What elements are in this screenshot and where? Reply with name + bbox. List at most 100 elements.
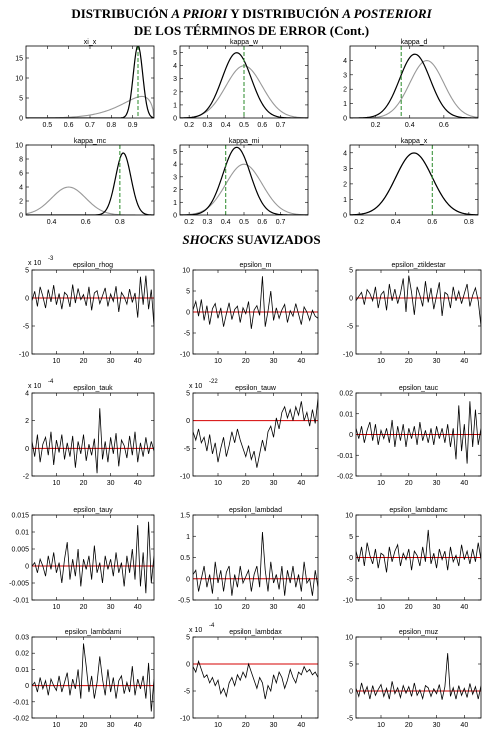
prior-density-line — [180, 163, 308, 215]
title-italic-text: A PRIORI — [171, 6, 228, 21]
x-tick-label: 40 — [134, 604, 142, 611]
x-tick-label: 30 — [433, 480, 441, 487]
x-tick-label: 20 — [405, 480, 413, 487]
chart-title: epsilon_lambdamc — [389, 507, 448, 514]
x-tick-label: 0.4 — [221, 122, 231, 129]
x-tick-label: 40 — [134, 722, 142, 729]
y-tick-label: 0 — [343, 116, 347, 123]
y-tick-label: 10 — [15, 143, 23, 150]
y-tick-label: 10 — [345, 635, 353, 642]
x-tick-label: 0.6 — [81, 219, 91, 226]
y-tick-label: 8 — [19, 157, 23, 164]
x-tick-label: 40 — [460, 722, 468, 729]
chart-panel: epsilon_lambdax x 10 -4 -10 -5 0 5 10 20 30 40 — [180, 623, 319, 729]
y-tick-label: 0.005 — [11, 547, 29, 554]
posterior-density-line — [26, 46, 154, 118]
prior-density-line — [350, 152, 478, 215]
x-tick-label: 30 — [270, 604, 278, 611]
y-tick-label: 2 — [173, 89, 177, 96]
x-tick-label: 30 — [433, 358, 441, 365]
x-tick-label: 0.2 — [371, 122, 381, 129]
y-tick-label: -0.5 — [178, 598, 190, 605]
x-tick-label: 0.4 — [405, 122, 415, 129]
x-tick-label: 0.2 — [184, 219, 194, 226]
y-tick-label: 15 — [15, 56, 23, 63]
y-tick-label: 0 — [173, 116, 177, 123]
chart-title: kappa_x — [401, 138, 428, 145]
chart-plot-area — [26, 145, 154, 215]
x-tick-label: 20 — [242, 480, 250, 487]
chart-scale-exponent: -4 — [209, 623, 215, 629]
subtitle-text: DE LOS TÉRMINOS DE ERROR (Cont.) — [133, 23, 370, 38]
y-tick-label: 3 — [173, 76, 177, 83]
y-tick-label: 5 — [186, 635, 190, 642]
chart-panel: kappa_w 0 1 2 3 4 5 0.2 0.3 0.4 0.5 0.6 0.7 — [173, 39, 309, 129]
shock-series-line — [356, 653, 481, 701]
chart-frame — [355, 514, 482, 601]
y-tick-label: 2 — [173, 187, 177, 194]
x-tick-label: 0.7 — [276, 122, 286, 129]
chart-panel: kappa_mc 0 2 4 6 8 10 0.4 0.6 0.8 — [15, 138, 155, 226]
x-tick-label: 10 — [53, 358, 61, 365]
x-tick-label: 0.2 — [184, 122, 194, 129]
x-tick-label: 0.4 — [221, 219, 231, 226]
x-tick-label: 0.8 — [106, 122, 116, 129]
y-tick-label: -2 — [23, 474, 29, 481]
x-tick-label: 0.6 — [257, 122, 267, 129]
shock-series-line — [356, 275, 481, 327]
x-tick-label: 0.7 — [276, 219, 286, 226]
chart-panel: kappa_x 0 1 2 3 4 0.2 0.4 0.6 0.8 — [343, 138, 479, 226]
y-tick-label: 4 — [173, 63, 177, 70]
y-tick-label: 5 — [19, 96, 23, 103]
shock-series-line — [32, 521, 154, 594]
y-tick-label: 4 — [173, 162, 177, 169]
y-tick-label: 0 — [349, 432, 353, 439]
x-tick-label: 0.3 — [203, 219, 213, 226]
title-text: Y DISTRIBUCIÓN — [227, 6, 343, 21]
y-tick-label: 0.5 — [180, 555, 190, 562]
chart-frame — [192, 392, 319, 477]
y-tick-label: 0 — [349, 689, 353, 696]
chart-title: epsilon_tauw — [235, 385, 277, 392]
chart-frame — [192, 269, 319, 355]
y-tick-label: -5 — [347, 324, 353, 331]
x-tick-label: 10 — [53, 480, 61, 487]
x-tick-label: 30 — [270, 722, 278, 729]
x-tick-label: 10 — [377, 604, 385, 611]
y-tick-label: -10 — [343, 598, 353, 605]
y-tick-label: 3 — [173, 174, 177, 181]
x-tick-label: 40 — [460, 480, 468, 487]
y-tick-label: 2 — [343, 87, 347, 94]
chart-scale-exponent: -3 — [48, 256, 54, 262]
x-tick-label: 20 — [80, 722, 88, 729]
y-tick-label: 4 — [25, 391, 29, 398]
chart-frame — [31, 636, 155, 719]
y-tick-label: -5 — [347, 576, 353, 583]
y-tick-label: 6 — [19, 171, 23, 178]
x-tick-label: 0.6 — [439, 122, 449, 129]
chart-frame — [349, 144, 479, 216]
shock-series-line — [356, 529, 481, 573]
prior-density-line — [26, 186, 154, 215]
title-text: DISTRIBUCIÓN — [71, 6, 172, 21]
y-tick-label: 10 — [345, 513, 353, 520]
chart-panel: kappa_d 0 1 2 3 4 0.2 0.4 0.6 — [343, 39, 479, 129]
chart-plot-area — [180, 145, 308, 215]
shock-series-line — [193, 531, 318, 596]
posterior-density-line — [26, 152, 154, 215]
x-tick-label: 30 — [433, 604, 441, 611]
x-tick-label: 0.5 — [239, 122, 249, 129]
x-tick-label: 30 — [433, 722, 441, 729]
chart-title: epsilon_tauk — [73, 385, 113, 392]
chart-frame — [31, 269, 155, 355]
shock-series-line — [32, 643, 154, 712]
x-tick-label: 10 — [53, 604, 61, 611]
y-tick-label: 0.015 — [11, 513, 29, 520]
x-tick-label: 0.8 — [464, 219, 474, 226]
x-tick-label: 40 — [297, 604, 305, 611]
posterior-density-line — [350, 152, 478, 215]
chart-title: epsilon_ztildestar — [391, 262, 446, 269]
x-tick-label: 0.9 — [128, 122, 138, 129]
y-tick-label: 0 — [349, 296, 353, 303]
x-tick-label: 10 — [377, 358, 385, 365]
